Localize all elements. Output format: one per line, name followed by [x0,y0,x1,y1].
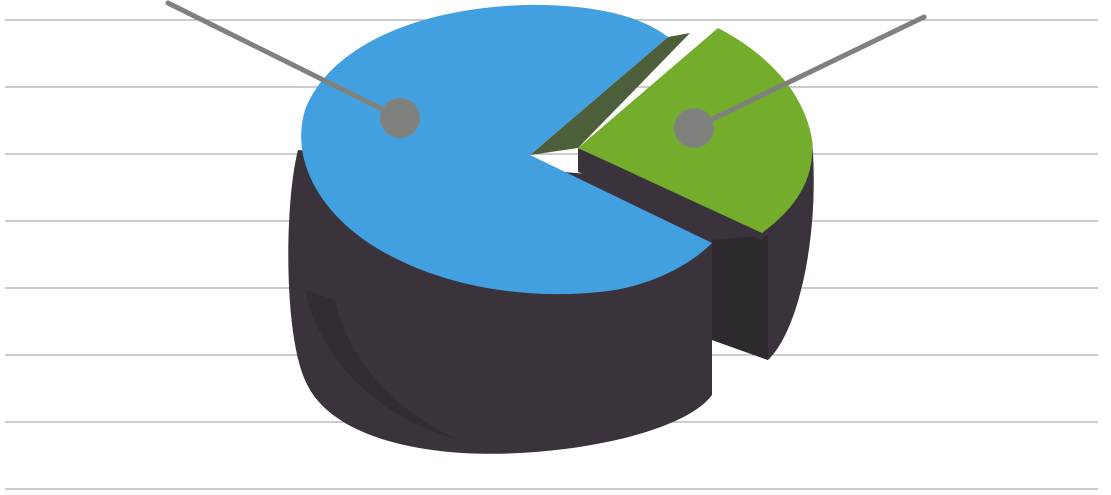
leader-dot-icon [674,108,714,148]
base-side-shadow [305,290,460,440]
base-notch-face [712,235,768,360]
leader-lines [165,0,927,148]
blue-slice[interactable] [301,4,712,295]
green-slice-side [578,148,768,240]
leader-dot-icon [380,98,420,138]
green-slice-inner-face [530,33,690,155]
leader-line [165,0,403,121]
leader-line [691,14,927,131]
